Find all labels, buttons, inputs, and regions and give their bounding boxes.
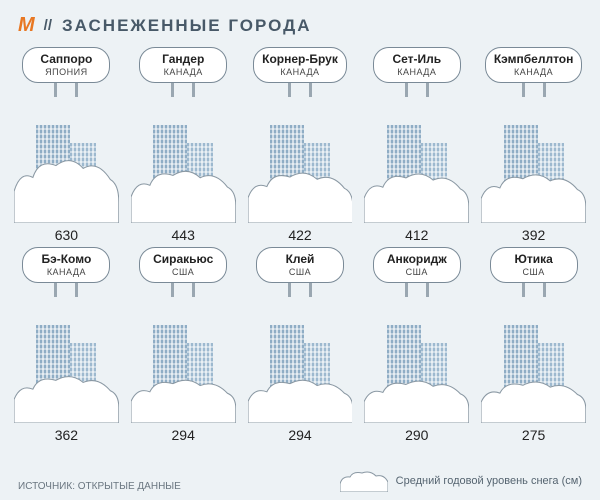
page-title: ЗАСНЕЖЕННЫЕ ГОРОДА bbox=[62, 16, 312, 36]
city-name: Анкоридж bbox=[382, 252, 452, 266]
country-name: США bbox=[499, 267, 569, 277]
snow-value: 422 bbox=[244, 227, 357, 243]
country-name: КАНАДА bbox=[148, 67, 218, 77]
car-icon bbox=[84, 403, 117, 423]
country-name: США bbox=[382, 267, 452, 277]
city-label-box: Ютика США bbox=[490, 247, 578, 283]
snow-value: 630 bbox=[10, 227, 123, 243]
country-name: КАНАДА bbox=[31, 267, 101, 277]
city-name: Сиракьюс bbox=[148, 252, 218, 266]
city-cell: Корнер-Брук КАНАДА 422 bbox=[244, 47, 357, 247]
city-label-box: Кэмпбеллтон КАНАДА bbox=[485, 47, 583, 83]
snow-value: 443 bbox=[127, 227, 240, 243]
city-label-box: Сет-Иль КАНАДА bbox=[373, 47, 461, 83]
snow-value: 290 bbox=[360, 427, 473, 443]
country-name: КАНАДА bbox=[382, 67, 452, 77]
city-label-box: Гандер КАНАДА bbox=[139, 47, 227, 83]
city-name: Корнер-Брук bbox=[262, 52, 338, 66]
city-label-box: Корнер-Брук КАНАДА bbox=[253, 47, 347, 83]
source: ИСТОЧНИК: ОТКРЫТЫЕ ДАННЫЕ bbox=[18, 481, 181, 492]
snow-value: 294 bbox=[127, 427, 240, 443]
snow-value: 362 bbox=[10, 427, 123, 443]
car-icon bbox=[93, 205, 117, 223]
car-icon bbox=[436, 204, 467, 223]
legend: Средний годовой уровень снега (см) bbox=[340, 470, 582, 492]
country-name: ЯПОНИЯ bbox=[31, 67, 101, 77]
city-cell: Бэ-Комо КАНАДА 362 bbox=[10, 247, 123, 447]
city-label-box: Бэ-Комо КАНАДА bbox=[22, 247, 110, 283]
city-name: Клей bbox=[265, 252, 335, 266]
source-label: ИСТОЧНИК: bbox=[18, 481, 75, 492]
country-name: КАНАДА bbox=[262, 67, 338, 77]
car-icon bbox=[320, 204, 351, 223]
city-cell: Кэмпбеллтон КАНАДА 392 bbox=[477, 47, 590, 247]
car-icon bbox=[204, 204, 234, 223]
city-cell: Сет-Иль КАНАДА 412 bbox=[360, 47, 473, 247]
source-value: ОТКРЫТЫЕ ДАННЫЕ bbox=[78, 481, 181, 492]
city-cell: Клей США 294 bbox=[244, 247, 357, 447]
car-icon bbox=[316, 402, 351, 423]
header: M // ЗАСНЕЖЕННЫЕ ГОРОДА bbox=[0, 0, 600, 47]
car-icon bbox=[552, 204, 584, 223]
separator: // bbox=[44, 17, 52, 34]
snow-icon bbox=[340, 470, 388, 492]
city-cell: Саппоро ЯПОНИЯ 630 bbox=[10, 47, 123, 247]
city-name: Бэ-Комо bbox=[31, 252, 101, 266]
car-icon bbox=[549, 402, 584, 423]
city-name: Гандер bbox=[148, 52, 218, 66]
city-label-box: Анкоридж США bbox=[373, 247, 461, 283]
city-cell: Ютика США 275 bbox=[477, 247, 590, 447]
legend-text: Средний годовой уровень снега (см) bbox=[396, 475, 582, 487]
car-icon bbox=[199, 402, 234, 423]
snow-value: 392 bbox=[477, 227, 590, 243]
city-cell: Гандер КАНАДА 443 bbox=[127, 47, 240, 247]
snow-value: 412 bbox=[360, 227, 473, 243]
snow-value: 294 bbox=[244, 427, 357, 443]
city-name: Сет-Иль bbox=[382, 52, 452, 66]
city-label-box: Саппоро ЯПОНИЯ bbox=[22, 47, 110, 83]
city-cell: Анкоридж США 290 bbox=[360, 247, 473, 447]
snow-value: 275 bbox=[477, 427, 590, 443]
country-name: США bbox=[148, 267, 218, 277]
city-name: Ютика bbox=[499, 252, 569, 266]
country-name: КАНАДА bbox=[494, 67, 574, 77]
logo: M bbox=[18, 14, 34, 37]
country-name: США bbox=[265, 267, 335, 277]
city-label-box: Клей США bbox=[256, 247, 344, 283]
city-cell: Сиракьюс США 294 bbox=[127, 247, 240, 447]
city-label-box: Сиракьюс США bbox=[139, 247, 227, 283]
buildings-icon bbox=[36, 125, 96, 221]
footer: ИСТОЧНИК: ОТКРЫТЫЕ ДАННЫЕ Средний годово… bbox=[18, 470, 582, 492]
car-icon bbox=[432, 402, 467, 423]
city-name: Саппоро bbox=[31, 52, 101, 66]
city-name: Кэмпбеллтон bbox=[494, 52, 574, 66]
city-grid: Саппоро ЯПОНИЯ 630 Гандер КАНАДА bbox=[0, 47, 600, 447]
